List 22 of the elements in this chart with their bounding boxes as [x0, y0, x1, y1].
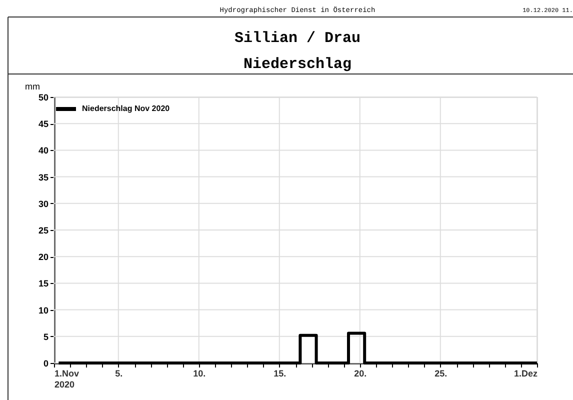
y-tick-label: 20 — [38, 252, 48, 262]
y-tick-label: 35 — [38, 172, 48, 182]
x-tick-label: 10. — [193, 368, 206, 378]
y-tick-label: 40 — [38, 146, 48, 156]
chart-title: Sillian / Drau — [234, 30, 361, 47]
y-tick-label: 50 — [38, 92, 48, 102]
x-tick-label: 5. — [115, 368, 123, 378]
x-tick-label: 25. — [434, 368, 448, 378]
y-tick-label: 25 — [38, 226, 48, 236]
x-tick-label: 20. — [354, 368, 367, 378]
y-tick-label: 10 — [38, 305, 48, 316]
chart-subtitle: Niederschlag — [243, 56, 352, 73]
y-tick-label: 30 — [38, 198, 48, 209]
legend-label: Niederschlag Nov 2020 — [82, 104, 170, 113]
y-axis-title: mm — [25, 82, 40, 92]
y-tick-label: 45 — [38, 119, 48, 130]
x-tick-label: 1.Nov 2020 — [54, 368, 80, 390]
x-tick-label: 1.Dez — [514, 368, 538, 378]
y-tick-label: 5 — [43, 332, 48, 342]
x-tick-label: 15. — [274, 368, 286, 378]
y-tick-label: 15 — [38, 278, 48, 289]
y-tick-label: 0 — [43, 358, 48, 368]
